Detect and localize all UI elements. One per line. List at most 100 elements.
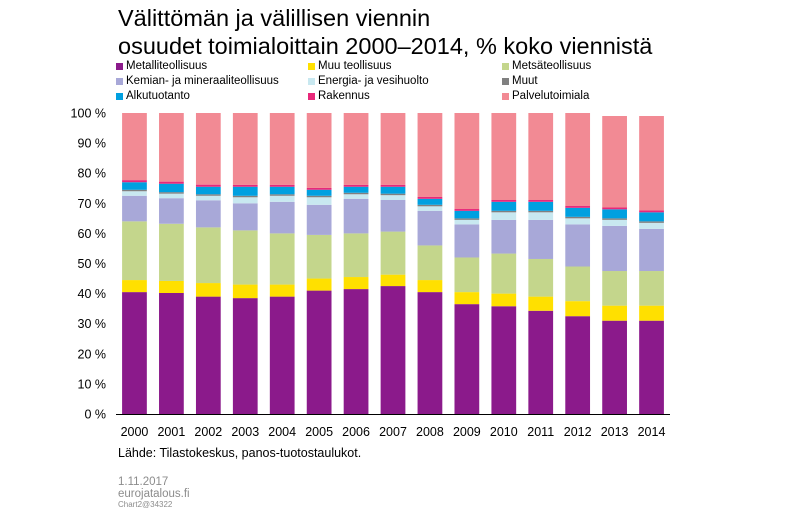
x-tick-label: 2006: [342, 425, 370, 439]
bar-segment: [602, 207, 627, 210]
chart-title-line-2: osuudet toimialoittain 2000–2014, % koko…: [118, 33, 653, 59]
legend-label: Alkutuotanto: [126, 90, 190, 102]
legend-label: Kemian- ja mineraaliteollisuus: [126, 75, 279, 87]
bar-segment: [232, 284, 258, 299]
bar-segment: [195, 186, 221, 195]
bar-segment: [639, 212, 664, 222]
bar-segment: [602, 219, 627, 226]
bar-segment: [343, 192, 369, 195]
bar-segment: [565, 207, 591, 217]
bar-segment: [454, 218, 480, 220]
bar-segment: [380, 274, 406, 287]
bar-segment: [528, 113, 554, 200]
bar-segment: [565, 301, 591, 317]
bar-segment: [195, 194, 221, 196]
bar-segment: [306, 278, 332, 291]
bar-segment: [528, 210, 554, 213]
bar-segment: [417, 210, 443, 246]
bar-segment: [380, 193, 406, 196]
bar-segment: [122, 113, 147, 181]
legend-label: Muu teollisuus: [318, 60, 392, 72]
bar-segment: [122, 221, 147, 281]
bar-segment: [195, 200, 221, 228]
bar-segment: [306, 290, 332, 414]
bar-segment: [159, 192, 184, 194]
bar-segment: [454, 304, 480, 414]
x-tick-label: 2014: [638, 425, 666, 439]
bar-segment: [306, 187, 332, 190]
bar-segment: [417, 292, 443, 414]
footer-chart-id: Chart2@34322: [118, 500, 173, 509]
x-tick-label: 2009: [453, 425, 481, 439]
legend-swatch: [502, 92, 509, 100]
bar-segment: [269, 186, 295, 195]
bar-segment: [122, 180, 147, 183]
legend-swatch: [308, 77, 315, 85]
x-tick-label: 2008: [416, 425, 444, 439]
bar-segment: [454, 292, 480, 305]
bar-segment: [602, 271, 627, 306]
chart-title-line-1: Välittömän ja välillisen viennin: [118, 5, 431, 31]
bar-segment: [417, 280, 443, 293]
bar-segment: [602, 225, 627, 272]
bar-segment: [565, 224, 591, 267]
bar-segment: [195, 195, 221, 201]
legend-item: Alkutuotanto: [116, 89, 308, 103]
bar-segment: [269, 233, 295, 285]
bar-segment: [232, 195, 258, 198]
legend-swatch: [502, 62, 509, 70]
bar-segment: [195, 227, 221, 284]
bar-segment: [195, 113, 221, 185]
bar-segment: [306, 234, 332, 279]
legend-swatch: [308, 62, 315, 70]
legend-swatch: [116, 92, 123, 100]
bar-segment: [159, 193, 184, 199]
bar-segment: [269, 284, 295, 297]
bar-segment: [232, 298, 258, 414]
bar-segment: [380, 195, 406, 200]
x-tick-label: 2000: [121, 425, 149, 439]
chart-title: Välittömän ja välillisen viennin osuudet…: [118, 4, 652, 60]
bar-segment: [122, 191, 147, 196]
bar-segment: [159, 181, 184, 184]
bar-segment: [417, 204, 443, 207]
legend-item: Metsäteollisuus: [502, 59, 676, 73]
y-tick-label: 10 %: [78, 377, 107, 391]
bar-segment: [269, 184, 295, 187]
bar-segment: [232, 203, 258, 231]
bar-segment: [380, 184, 406, 187]
bar-segment: [454, 219, 480, 225]
bar-segment: [417, 198, 443, 205]
x-tick-label: 2011: [527, 425, 554, 439]
bar-segment: [639, 271, 664, 306]
bar-segment: [639, 320, 664, 414]
bar-segment: [306, 113, 332, 188]
bar-segment: [232, 186, 258, 196]
bar-segment: [306, 204, 332, 235]
x-tick-label: 2013: [601, 425, 629, 439]
bar-segment: [602, 218, 627, 220]
bar-segment: [306, 197, 332, 205]
y-tick-label: 40 %: [78, 287, 107, 301]
bar-segment: [639, 222, 664, 229]
bar-segment: [565, 206, 591, 208]
legend-item: Metalliteollisuus: [116, 59, 308, 73]
source-note: Lähde: Tilastokeskus, panos-tuotostauluk…: [118, 446, 362, 460]
bar-segment: [528, 296, 554, 311]
bar-segment: [565, 218, 591, 225]
bar-segment: [528, 310, 554, 414]
legend-item: Rakennus: [308, 89, 502, 103]
bar-segment: [639, 116, 664, 211]
bar-segment: [417, 206, 443, 211]
bar-segment: [159, 223, 184, 281]
bar-segment: [122, 292, 147, 414]
bar-segment: [491, 199, 517, 202]
bar-segment: [380, 113, 406, 185]
bar-segment: [491, 306, 517, 414]
footer: 1.11.2017 eurojatalous.fi Chart2@34322: [118, 476, 190, 510]
bar-segment: [269, 194, 295, 196]
bar-segment: [343, 198, 369, 234]
legend-item: Palvelutoimiala: [502, 89, 676, 103]
bar-segment: [343, 186, 369, 193]
bar-segment: [159, 113, 184, 182]
